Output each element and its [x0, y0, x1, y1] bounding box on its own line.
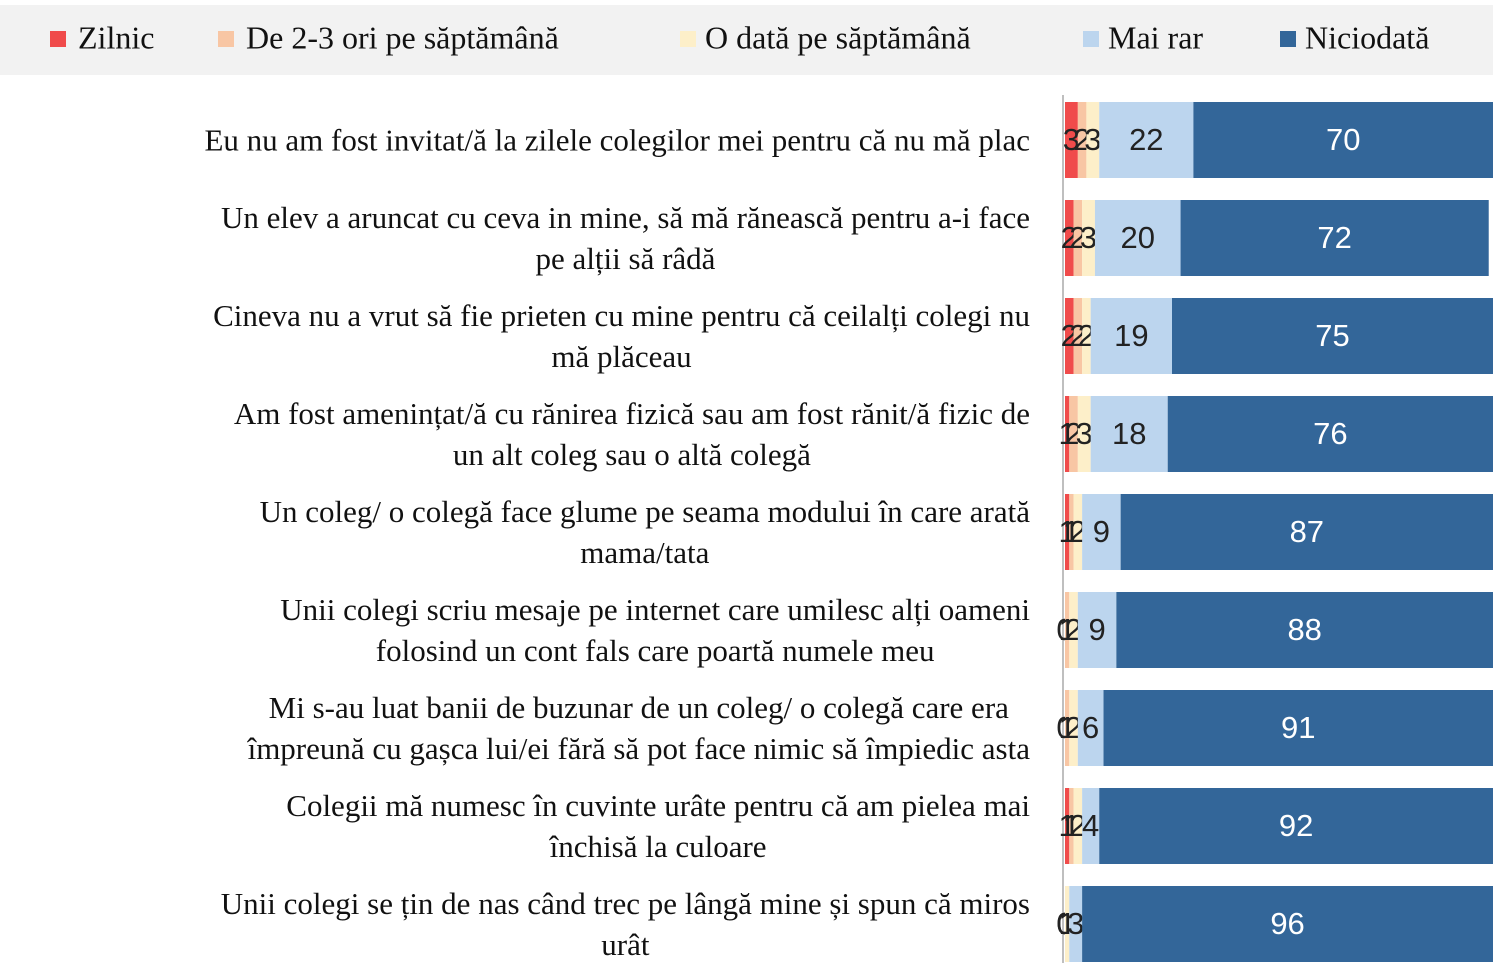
category-label: Am fost amenințat/ă cu rănirea fizică sa…: [233, 396, 1030, 472]
category-label: Eu nu am fost invitat/ă la zilele colegi…: [204, 122, 1030, 158]
bar-segment: [1065, 788, 1070, 864]
bar-segment: [1090, 396, 1168, 472]
bar-segment: [1073, 788, 1083, 864]
data-label: 18: [1112, 416, 1146, 451]
bar-segment: [1082, 200, 1095, 276]
legend-swatch: [1083, 31, 1099, 47]
data-label: 87: [1290, 514, 1324, 549]
data-label: 92: [1279, 808, 1313, 843]
legend-swatch: [1280, 31, 1296, 47]
legend-swatch: [218, 31, 234, 47]
category-label: Un elev a aruncat cu ceva in mine, să mă…: [221, 200, 1030, 276]
bar-segment: [1103, 690, 1493, 766]
data-label: 70: [1326, 122, 1360, 157]
category-label: Mi s-au luat banii de buzunar de un cole…: [247, 690, 1030, 766]
bar-segment: [1069, 886, 1083, 962]
bar-segment: [1082, 298, 1091, 374]
bar-segment: [1069, 396, 1078, 472]
bar-segment: [1069, 690, 1078, 766]
bar-segment: [1065, 102, 1078, 178]
bar-segment: [1065, 396, 1070, 472]
legend-label: Niciodată: [1305, 19, 1429, 55]
bar-segment: [1065, 494, 1070, 570]
data-label: 19: [1114, 318, 1148, 353]
data-label: 76: [1313, 416, 1347, 451]
data-label: 96: [1270, 906, 1304, 941]
category-label: Unii colegi se țin de nas când trec pe l…: [220, 886, 1030, 962]
bar-segment: [1099, 102, 1194, 178]
category-label: Un coleg/ o colegă face glume pe seama m…: [259, 494, 1030, 570]
bar-segment: [1065, 200, 1074, 276]
data-label: 4: [1082, 808, 1099, 843]
bar-segment: [1077, 102, 1087, 178]
data-label: 3: [1084, 122, 1101, 157]
bar-segment: [1073, 298, 1083, 374]
bar-segment: [1077, 592, 1117, 668]
bar-segment: [1077, 396, 1091, 472]
bar-segment: [1116, 592, 1493, 668]
bar-segment: [1082, 494, 1121, 570]
data-label: 9: [1088, 612, 1105, 647]
bar-segment: [1086, 102, 1100, 178]
bar-segment: [1167, 396, 1493, 472]
bar-segment: [1065, 298, 1074, 374]
data-label: 3: [1080, 220, 1097, 255]
legend-label: Zilnic: [78, 19, 154, 55]
category-label: Unii colegi scriu mesaje pe internet car…: [280, 592, 1030, 668]
data-label: 75: [1315, 318, 1349, 353]
bar-segment: [1069, 494, 1074, 570]
legend-label: O dată pe săptămână: [705, 19, 971, 55]
data-label: 91: [1281, 710, 1315, 745]
legend-label: Mai rar: [1108, 19, 1203, 55]
category-label: Colegii mă numesc în cuvinte urâte pentr…: [286, 788, 1030, 864]
bar-segment: [1082, 886, 1493, 962]
bar-segment: [1069, 592, 1078, 668]
data-label: 3: [1076, 416, 1093, 451]
legend-bg: [0, 5, 1493, 75]
bar-segment: [1193, 102, 1493, 178]
bar-segment: [1172, 298, 1493, 374]
bar-segment: [1090, 298, 1172, 374]
legend-swatch: [680, 31, 696, 47]
bar-segment: [1065, 886, 1070, 962]
bar-segment: [1094, 200, 1181, 276]
legend-label: De 2-3 ori pe săptămână: [246, 19, 559, 55]
data-label: 72: [1317, 220, 1351, 255]
data-label: 22: [1129, 122, 1163, 157]
category-label: Cineva nu a vrut să fie prieten cu mine …: [213, 298, 1030, 374]
bar-segment: [1073, 200, 1083, 276]
data-label: 3: [1067, 906, 1084, 941]
data-label: 20: [1121, 220, 1155, 255]
bar-segment: [1180, 200, 1489, 276]
bar-segment: [1073, 494, 1083, 570]
bar-segment: [1077, 690, 1104, 766]
bar-segment: [1099, 788, 1493, 864]
data-label: 6: [1082, 710, 1099, 745]
bar-segment: [1065, 592, 1070, 668]
data-label: 9: [1093, 514, 1110, 549]
bar-segment: [1069, 788, 1074, 864]
bar-segment: [1082, 788, 1100, 864]
legend-swatch: [50, 31, 66, 47]
bar-segment: [1065, 690, 1070, 766]
data-label: 3: [1063, 122, 1080, 157]
data-label: 88: [1287, 612, 1321, 647]
bar-segment: [1120, 494, 1493, 570]
